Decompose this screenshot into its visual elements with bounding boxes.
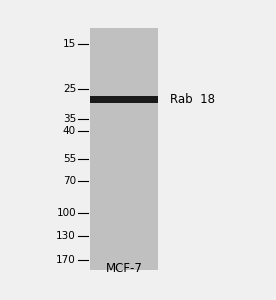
Text: 55: 55 xyxy=(63,154,76,164)
Text: 170: 170 xyxy=(56,255,76,265)
Bar xyxy=(90,96,158,103)
Text: 25: 25 xyxy=(63,84,76,94)
Bar xyxy=(90,28,158,270)
Text: Rab  18: Rab 18 xyxy=(170,93,215,106)
Text: MCF-7: MCF-7 xyxy=(105,262,142,275)
Text: 15: 15 xyxy=(63,39,76,49)
Text: 100: 100 xyxy=(56,208,76,218)
Text: 70: 70 xyxy=(63,176,76,186)
Text: 35: 35 xyxy=(63,114,76,124)
Text: 130: 130 xyxy=(56,231,76,241)
Text: 40: 40 xyxy=(63,126,76,136)
